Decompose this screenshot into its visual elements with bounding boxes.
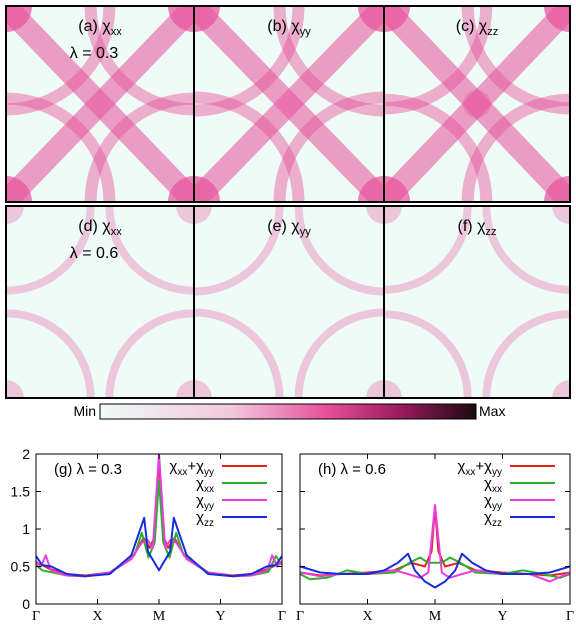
legend-label: χxx+χyy [169, 458, 214, 478]
hot-corner [176, 206, 194, 224]
x-tick-label: M [429, 609, 442, 624]
hot-corner [6, 176, 32, 202]
hot-corner [6, 6, 32, 32]
series-line [36, 516, 282, 578]
legend-label: χxx+χyy [457, 458, 502, 478]
hot-corner [552, 206, 570, 224]
hot-corner [552, 380, 570, 398]
series-line [36, 454, 282, 578]
x-tick-label: X [92, 609, 102, 624]
x-tick-label: M [153, 609, 166, 624]
series-line [300, 552, 570, 589]
hot-corner [366, 380, 384, 398]
x-tick-label: Γ [32, 609, 40, 624]
line-chart-1: 00.511.52Γ X M Y Γ(g) λ = 0.3 χxx+χyyχxxχyyχz… [11, 446, 287, 624]
series-line [36, 479, 282, 578]
hot-band [384, 6, 570, 202]
hot-band [194, 6, 384, 202]
x-tick-label: Y [215, 609, 225, 624]
hot-center [463, 90, 491, 118]
hot-corner [194, 6, 220, 32]
legend-label: χzz [484, 509, 502, 529]
colorbar-max-label: Max [479, 403, 505, 419]
heatmap-panel-6: (f) χzz [383, 205, 571, 399]
colorbar-gradient [99, 403, 477, 420]
hot-corner [358, 6, 384, 32]
hot-corner [176, 380, 194, 398]
hot-band [6, 6, 194, 202]
y-tick-label: 1 [22, 521, 30, 537]
colorbar: Min Max [73, 403, 505, 420]
y-tick-label: 2 [22, 446, 30, 462]
hot-corner [194, 176, 220, 202]
colorbar-min-label: Min [73, 403, 96, 419]
x-tick-label: Y [497, 609, 507, 624]
hot-corner [168, 6, 194, 32]
hot-corner [384, 380, 402, 398]
hot-corner [194, 380, 212, 398]
heatmap-background [6, 206, 194, 398]
hot-corner [358, 176, 384, 202]
x-tick-label: Γ [296, 609, 304, 624]
hot-corner [384, 206, 402, 224]
heatmap-panel-3: (c) χzz [383, 5, 571, 203]
heatmap-panel-5: (e) χyy [193, 205, 385, 399]
y-tick-label: 1.5 [11, 484, 31, 500]
hot-corner [194, 206, 212, 224]
series-line [300, 556, 570, 581]
x-tick-label: X [362, 609, 372, 624]
hot-corner [366, 206, 384, 224]
hot-corner [6, 206, 24, 224]
panel-frame [383, 205, 571, 399]
heatmap-background [194, 206, 384, 398]
chart-title: (h) λ = 0.6 [318, 461, 386, 478]
y-tick-label: 0.5 [11, 559, 31, 575]
heatmap-background [384, 206, 570, 398]
x-tick-label: Γ [566, 609, 574, 624]
heatmap-panel-2: (b) χyy [193, 5, 385, 203]
hot-corner [168, 176, 194, 202]
hot-corner [384, 6, 410, 32]
x-tick-label: Γ [278, 609, 286, 624]
hot-corner [544, 176, 570, 202]
hot-corner [6, 380, 24, 398]
panel-frame [383, 5, 571, 203]
panel-lambda-label: λ = 0.3 [70, 45, 119, 62]
hot-corner [384, 176, 410, 202]
panel-lambda-label: λ = 0.6 [70, 245, 119, 262]
line-charts: 00.511.52Γ X M Y Γ(g) λ = 0.3 χxx+χyyχxxχyyχz… [11, 446, 575, 624]
series-group [300, 504, 570, 589]
y-tick-label: 0 [22, 596, 30, 612]
legend-label: χzz [196, 509, 214, 529]
chart-title: (g) λ = 0.3 [54, 461, 122, 478]
hot-corner [544, 6, 570, 32]
